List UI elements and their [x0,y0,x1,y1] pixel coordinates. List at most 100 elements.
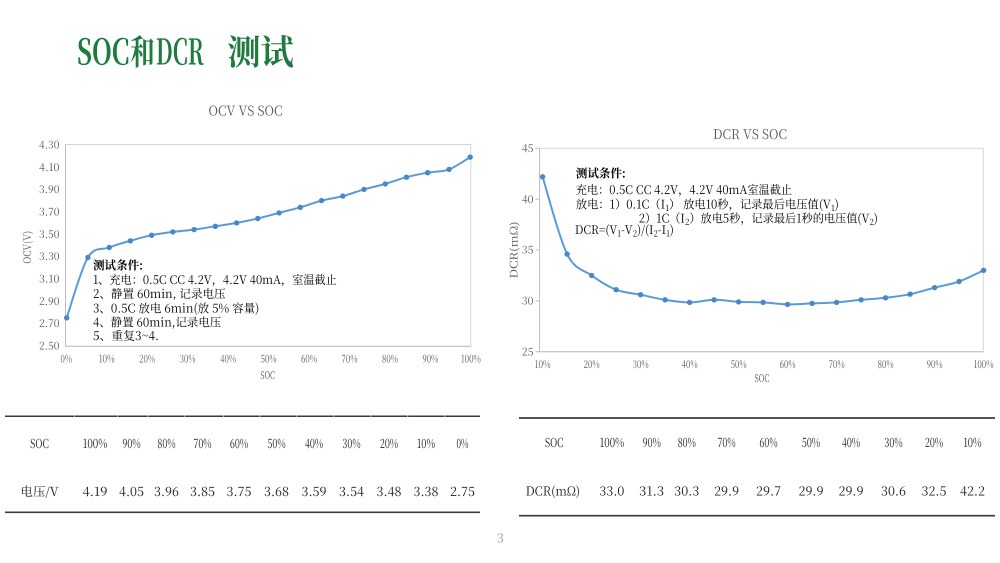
svg-text:3.30: 3.30 [39,249,60,264]
svg-text:40%: 40% [682,357,698,372]
svg-text:测试: 测试 [227,25,294,75]
svg-text:100%: 100% [974,357,994,372]
svg-text:DCR VS SOC: DCR VS SOC [713,123,787,143]
svg-text:10%: 10% [963,433,981,451]
svg-text:31.3: 31.3 [639,481,664,499]
svg-text:3.10: 3.10 [39,271,60,286]
svg-text:4.30: 4.30 [39,138,60,153]
svg-text:29.9: 29.9 [799,481,824,499]
svg-text:0%: 0% [457,434,469,452]
svg-text:60%: 60% [301,352,317,367]
svg-text:2.75: 2.75 [450,482,475,500]
svg-text:60%: 60% [230,434,248,452]
svg-text:3.59: 3.59 [302,482,327,500]
svg-text:80%: 80% [678,433,696,451]
svg-text:90%: 90% [122,434,140,452]
svg-text:2.90: 2.90 [39,294,60,309]
svg-text:20%: 20% [925,433,943,451]
svg-text:70%: 70% [829,357,845,372]
svg-text:80%: 80% [382,352,398,367]
svg-text:OCV VS SOC: OCV VS SOC [209,100,283,120]
svg-text:100%: 100% [461,352,481,367]
svg-text:DCR: DCR [156,24,204,75]
svg-text:70%: 70% [718,433,736,451]
svg-text:40%: 40% [305,434,323,452]
svg-text:OCV(V): OCV(V) [20,231,35,264]
svg-text:60%: 60% [759,433,777,451]
svg-text:20%: 20% [139,352,155,367]
svg-text:3: 3 [497,528,504,546]
svg-text:3.85: 3.85 [190,482,215,500]
svg-text:80%: 80% [157,434,175,452]
svg-text:充电：0.5C CC 4.2V，4.2V 40mA室温截止: 充电：0.5C CC 4.2V，4.2V 40mA室温截止 [576,181,792,198]
svg-text:0%: 0% [61,352,73,367]
svg-text:40%: 40% [842,433,860,451]
svg-text:4.05: 4.05 [119,482,144,500]
svg-text:10%: 10% [417,434,435,452]
svg-text:3.48: 3.48 [377,482,402,500]
svg-text:29.9: 29.9 [839,481,864,499]
svg-text:20%: 20% [380,434,398,452]
svg-text:30.6: 30.6 [881,481,906,499]
svg-text:3.54: 3.54 [339,482,364,500]
svg-text:SOC: SOC [755,371,770,386]
svg-text:10%: 10% [99,352,115,367]
svg-text:DCR=(V1-V2)/(I2-I1): DCR=(V1-V2)/(I2-I1) [575,221,674,240]
svg-text:35: 35 [522,243,534,258]
svg-text:90%: 90% [927,357,943,372]
svg-text:5、重复3~4.: 5、重复3~4. [93,327,159,344]
svg-text:4.10: 4.10 [39,160,60,175]
svg-text:90%: 90% [422,352,438,367]
svg-text:2.50: 2.50 [39,338,60,353]
svg-text:3、0.5C 放电 6min(放 5% 容量): 3、0.5C 放电 6min(放 5% 容量) [93,300,259,317]
svg-text:SOC: SOC [77,24,130,75]
svg-text:30.3: 30.3 [674,481,699,499]
svg-text:电压/V: 电压/V [20,482,58,500]
svg-text:70%: 70% [193,434,211,452]
svg-text:70%: 70% [342,352,358,367]
svg-text:3.70: 3.70 [39,205,60,220]
svg-text:60%: 60% [780,357,796,372]
svg-text:20%: 20% [584,357,600,372]
svg-text:90%: 90% [643,433,661,451]
svg-text:和: 和 [130,25,155,75]
svg-text:30%: 30% [884,433,902,451]
svg-text:2.70: 2.70 [39,316,60,331]
svg-text:50%: 50% [261,352,277,367]
svg-text:DCR(mΩ): DCR(mΩ) [526,481,581,499]
svg-text:3.50: 3.50 [39,227,60,242]
svg-text:1、充电：0.5C CC 4.2V，4.2V 40mA，室温: 1、充电：0.5C CC 4.2V，4.2V 40mA，室温截止 [93,271,337,288]
svg-text:4.19: 4.19 [83,482,108,500]
svg-text:2、静置 60min, 记录电压: 2、静置 60min, 记录电压 [93,285,226,302]
svg-text:4、静置 60min,记录电压: 4、静置 60min,记录电压 [93,313,221,330]
svg-text:45: 45 [522,141,534,156]
svg-text:80%: 80% [878,357,894,372]
svg-text:DCR(mΩ): DCR(mΩ) [507,222,522,279]
svg-text:放电：1）0.1C（I1） 放电10秒，记录最后电压值(V1: 放电：1）0.1C（I1） 放电10秒，记录最后电压值(V1) [576,195,839,214]
svg-text:3.96: 3.96 [154,482,179,500]
svg-text:50%: 50% [267,434,285,452]
svg-text:100%: 100% [83,434,107,452]
svg-text:50%: 50% [802,433,820,451]
svg-text:30%: 30% [342,434,360,452]
svg-text:3.75: 3.75 [227,482,252,500]
svg-text:42.2: 42.2 [960,481,985,499]
svg-text:测试条件:: 测试条件: [93,256,143,273]
svg-text:40%: 40% [220,352,236,367]
svg-text:29.7: 29.7 [756,481,781,499]
svg-text:SOC: SOC [260,368,275,383]
svg-text:10%: 10% [535,357,551,372]
svg-text:3.90: 3.90 [39,182,60,197]
svg-text:50%: 50% [731,357,747,372]
svg-text:30%: 30% [633,357,649,372]
svg-text:30%: 30% [180,352,196,367]
svg-text:测试条件:: 测试条件: [576,165,626,182]
svg-text:SOC: SOC [545,433,564,451]
svg-text:30: 30 [522,294,534,309]
svg-text:33.0: 33.0 [599,481,624,499]
svg-text:3.68: 3.68 [264,482,289,500]
svg-text:3.38: 3.38 [414,482,439,500]
svg-text:40: 40 [522,192,534,207]
svg-text:29.9: 29.9 [714,481,739,499]
svg-text:SOC: SOC [30,434,49,452]
